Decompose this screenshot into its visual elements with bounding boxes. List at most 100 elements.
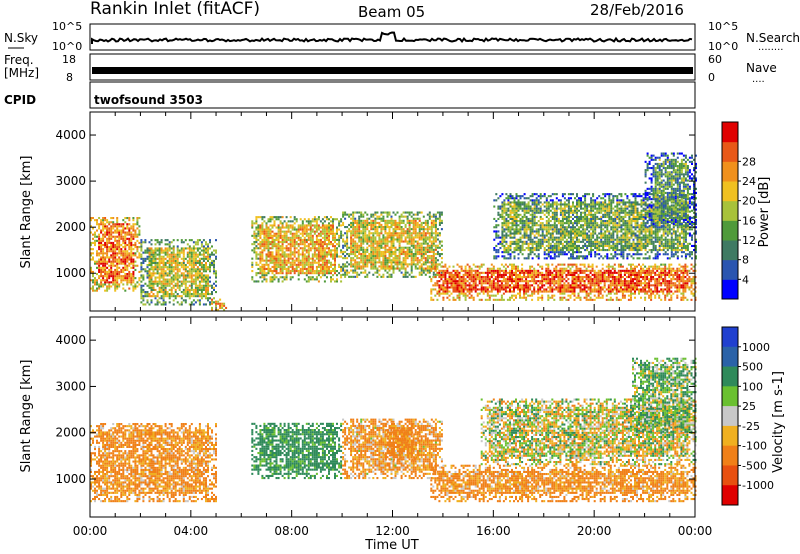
echo-cell: [168, 253, 171, 256]
echo-cell: [108, 256, 111, 259]
echo-cell: [640, 290, 642, 293]
echo-cell: [154, 243, 157, 246]
echo-cell: [607, 263, 610, 266]
echo-cell: [170, 291, 173, 294]
echo-cell: [486, 278, 489, 281]
echo-cell: [529, 267, 532, 270]
echo-cell: [344, 226, 347, 229]
echo-cell: [464, 282, 467, 285]
echo-cell: [537, 288, 540, 291]
echo-cell: [344, 265, 347, 268]
echo-cell: [277, 261, 280, 264]
echo-cell: [404, 246, 407, 249]
echo-cell: [525, 296, 528, 299]
echo-cell: [154, 253, 157, 256]
echo-cell: [390, 232, 393, 235]
echo-cell: [301, 255, 304, 258]
echo-cell: [490, 294, 493, 297]
echo-cell: [200, 280, 203, 283]
echo-cell: [261, 270, 264, 273]
echo-cell: [305, 274, 308, 277]
echo-cell: [368, 232, 371, 235]
noise-left-label: N.Sky: [4, 31, 38, 45]
echo-cell: [211, 253, 213, 256]
echo-cell: [601, 276, 604, 279]
echo-cell: [124, 260, 127, 263]
echo-cell: [196, 288, 199, 291]
echo-cell: [462, 294, 465, 297]
echo-cell: [380, 240, 383, 243]
echo-cell: [416, 240, 419, 243]
echo-cell: [581, 271, 584, 274]
echo-cell: [472, 273, 475, 276]
echo-cell: [380, 263, 383, 266]
echo-cell: [275, 263, 278, 266]
echo-cell: [470, 290, 473, 293]
echo-cell: [160, 249, 163, 252]
echo-cell: [106, 285, 109, 288]
echo-cell: [352, 259, 355, 262]
echo-cell: [305, 272, 308, 275]
echo-cell: [336, 280, 338, 283]
echo-cell: [132, 277, 135, 280]
echo-cell: [94, 239, 96, 242]
echo-cell: [251, 220, 254, 223]
echo-cell: [567, 273, 570, 276]
echo-cell: [432, 284, 435, 287]
echo-cell: [460, 288, 463, 291]
echo-cell: [476, 292, 479, 295]
echo-cell: [182, 261, 185, 264]
echo-cell: [263, 241, 266, 244]
echo-cell: [360, 236, 363, 239]
echo-cell: [108, 287, 111, 290]
echo-cell: [545, 276, 548, 279]
echo-cell: [265, 259, 268, 262]
echo-cell: [265, 245, 268, 248]
echo-cell: [198, 259, 201, 262]
echo-cell: [478, 267, 481, 270]
echo-cell: [273, 261, 276, 264]
echo-cell: [174, 259, 177, 262]
echo-cell: [311, 257, 314, 260]
echo-cell: [275, 249, 278, 252]
echo-cell: [462, 278, 465, 281]
echo-cell: [255, 263, 258, 266]
echo-cell: [94, 277, 96, 280]
echo-cell: [380, 244, 383, 247]
echo-cell: [354, 244, 357, 247]
echo-cell: [662, 271, 665, 274]
echo-cell: [390, 223, 393, 226]
echo-cell: [200, 288, 203, 291]
echo-cell: [434, 223, 437, 226]
echo-cell: [285, 224, 288, 227]
echo-cell: [458, 290, 461, 293]
echo-cell: [134, 268, 137, 271]
echo-cell: [378, 259, 381, 262]
echo-cell: [140, 291, 143, 294]
echo-cell: [605, 294, 608, 297]
echo-cell: [285, 247, 288, 250]
echo-cell: [291, 251, 294, 254]
echo-cell: [104, 256, 107, 259]
echo-cell: [168, 301, 171, 304]
echo-cell: [408, 219, 411, 222]
echo-cell: [658, 296, 661, 299]
echo-cell: [92, 279, 94, 282]
echo-cell: [255, 272, 258, 275]
echo-cell: [303, 226, 306, 229]
echo-cell: [144, 270, 147, 273]
echo-cell: [255, 247, 258, 250]
echo-cell: [198, 257, 201, 260]
echo-cell: [293, 267, 296, 270]
echo-cell: [356, 226, 359, 229]
echo-cell: [454, 271, 457, 274]
echo-cell: [511, 273, 513, 276]
echo-cell: [110, 225, 113, 228]
echo-cell: [279, 270, 282, 273]
echo-cell: [432, 267, 435, 270]
echo-cell: [132, 225, 135, 228]
echo-cell: [291, 243, 294, 246]
echo-cell: [509, 263, 511, 266]
echo-cell: [648, 269, 651, 272]
echo-cell: [188, 245, 191, 248]
